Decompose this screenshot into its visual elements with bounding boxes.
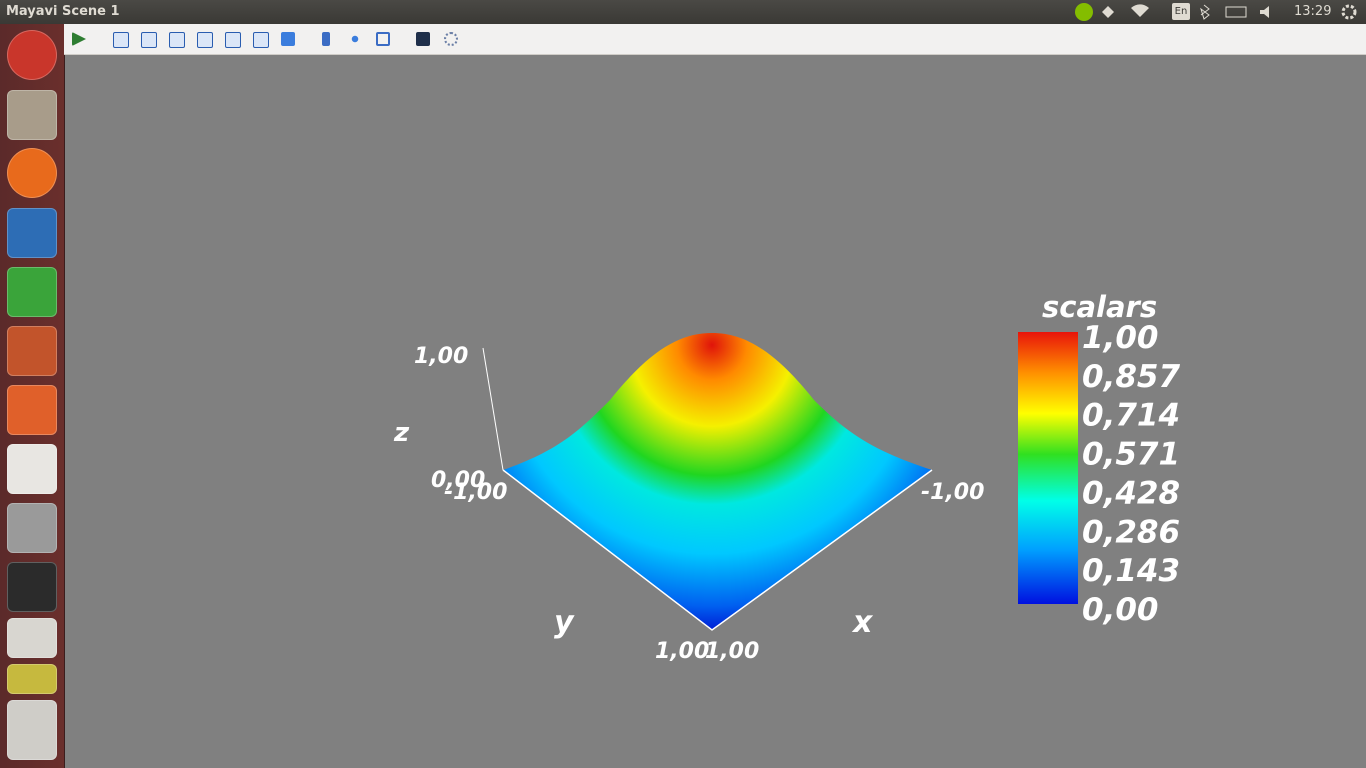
colorbar-label: 0,143 <box>1082 553 1180 589</box>
colorbar-label: 1,00 <box>1082 320 1159 356</box>
launcher <box>0 24 65 768</box>
view-y-plus[interactable] <box>169 32 185 48</box>
firefox-icon[interactable] <box>7 148 57 198</box>
spotify-icon[interactable] <box>1075 3 1093 21</box>
amazon-icon[interactable] <box>7 444 57 494</box>
colorbar-title: scalars <box>1042 290 1157 324</box>
z-axis-label: z <box>393 418 410 448</box>
indicators-right <box>1200 4 1269 20</box>
impress-icon[interactable] <box>7 326 57 376</box>
colorbar-label: 0,00 <box>1082 592 1159 628</box>
indicators <box>1075 3 1149 21</box>
editor-icon[interactable] <box>7 618 57 658</box>
x-near-label: 1,00 <box>705 639 759 664</box>
battery-icon[interactable] <box>1225 6 1247 18</box>
view-x-plus[interactable] <box>113 32 129 48</box>
view-y-minus[interactable] <box>197 32 213 48</box>
calc-icon[interactable] <box>7 267 57 317</box>
files-icon[interactable] <box>7 90 57 140</box>
fullscreen-button[interactable] <box>376 32 390 46</box>
scene-view: 1,00 z 0,00 -1,00 -1,00 y x 1,00 1,00 sc… <box>393 290 1180 664</box>
software-center-icon[interactable] <box>7 385 57 435</box>
x-far-label: -1,00 <box>921 480 984 505</box>
volume-icon[interactable] <box>1260 6 1269 18</box>
colorbar-label: 0,714 <box>1082 398 1180 434</box>
z-axis-line <box>482 347 504 471</box>
view-z-plus[interactable] <box>225 32 241 48</box>
save-button[interactable] <box>416 32 430 46</box>
colorbar-label: 0,428 <box>1082 475 1180 511</box>
wifi-icon[interactable] <box>1131 4 1149 18</box>
clock[interactable]: 13:29 <box>1294 4 1332 19</box>
colorbar-label: 0,286 <box>1082 514 1180 550</box>
view-z-minus[interactable] <box>253 32 269 48</box>
stacked-icon[interactable] <box>7 664 57 694</box>
y-axis-label: y <box>554 605 575 640</box>
colorbar <box>1018 332 1078 604</box>
isometric-button[interactable] <box>281 32 295 46</box>
stacked-windows-icon[interactable] <box>7 700 57 760</box>
settings-icon[interactable] <box>1340 3 1358 21</box>
configure-button[interactable] <box>444 32 458 46</box>
ubuntu-button[interactable] <box>7 30 57 80</box>
x-axis-label: x <box>851 605 874 640</box>
surface <box>503 333 932 630</box>
keyboard-indicator[interactable]: En <box>1172 3 1190 20</box>
top-panel: Mayavi Scene 1 En 13:29 <box>0 0 1366 24</box>
toolbar <box>64 24 1366 55</box>
axes-button[interactable] <box>348 32 362 46</box>
colorbar-label: 0,857 <box>1082 359 1180 395</box>
settings-app-icon[interactable] <box>7 503 57 553</box>
y-near-label: 1,00 <box>655 639 709 664</box>
colorbar-label: 0,571 <box>1082 437 1180 473</box>
axes-edges <box>502 469 933 631</box>
pipeline-button[interactable] <box>72 32 86 46</box>
terminal-icon[interactable] <box>7 562 57 612</box>
dropbox-icon[interactable] <box>1102 6 1114 18</box>
z-max-label: 1,00 <box>414 344 468 369</box>
view-x-minus[interactable] <box>141 32 157 48</box>
y-far-label: -1,00 <box>444 480 507 505</box>
window-title: Mayavi Scene 1 <box>6 4 120 19</box>
parallel-projection-button[interactable] <box>322 32 330 46</box>
z-min-label: 0,00 <box>431 468 485 493</box>
writer-icon[interactable] <box>7 208 57 258</box>
bluetooth-icon[interactable] <box>1200 4 1210 20</box>
